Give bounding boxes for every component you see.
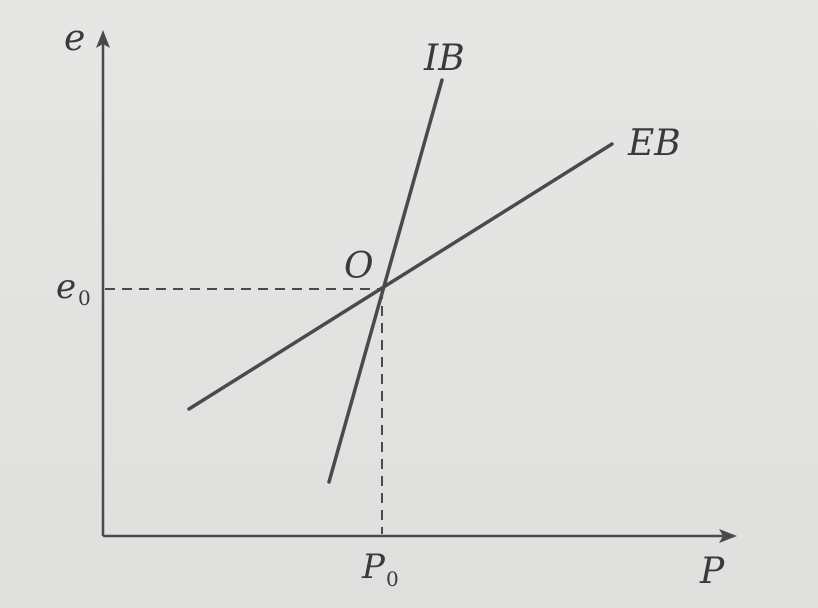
- intersection-label: O: [344, 246, 374, 287]
- x-axis-arrow-icon: [719, 529, 737, 543]
- p0-main: P: [361, 547, 386, 587]
- p0-tick-label: P 0: [361, 547, 399, 591]
- e0-main: e: [56, 267, 76, 307]
- y-axis-label: e: [64, 18, 85, 59]
- e0-tick-label: e 0: [56, 267, 91, 310]
- p0-subscript: 0: [386, 567, 399, 591]
- ib-line: [327, 78, 444, 484]
- ib-label: IB: [423, 38, 465, 79]
- eb-label: EB: [627, 123, 681, 164]
- x-axis-label: P: [699, 551, 725, 592]
- e0-subscript: 0: [78, 286, 91, 310]
- eb-line: [187, 142, 614, 411]
- y-axis-arrow-icon: [96, 30, 110, 48]
